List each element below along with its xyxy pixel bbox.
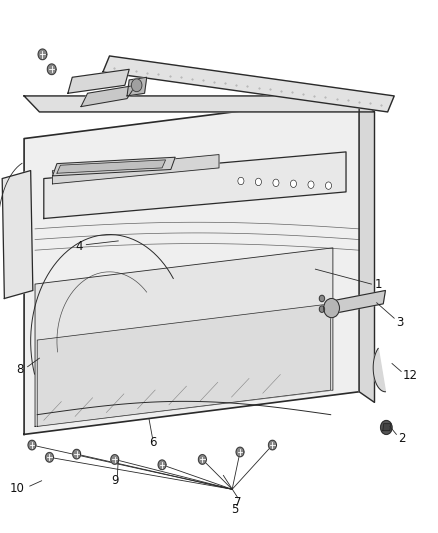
Circle shape bbox=[273, 179, 279, 187]
Polygon shape bbox=[359, 96, 374, 402]
Text: 7: 7 bbox=[234, 496, 242, 508]
Text: 12: 12 bbox=[403, 369, 418, 382]
Circle shape bbox=[381, 421, 392, 434]
Polygon shape bbox=[383, 424, 391, 431]
Text: 8: 8 bbox=[17, 363, 24, 376]
Polygon shape bbox=[103, 56, 394, 112]
Text: 1: 1 bbox=[374, 278, 382, 290]
Polygon shape bbox=[53, 157, 175, 176]
Polygon shape bbox=[38, 49, 47, 60]
Polygon shape bbox=[236, 447, 244, 457]
Text: 4: 4 bbox=[76, 240, 83, 253]
Polygon shape bbox=[44, 152, 346, 219]
Polygon shape bbox=[53, 155, 219, 184]
Polygon shape bbox=[47, 64, 56, 75]
Polygon shape bbox=[2, 171, 33, 298]
Polygon shape bbox=[35, 248, 333, 426]
Text: 2: 2 bbox=[399, 432, 406, 445]
Polygon shape bbox=[57, 160, 166, 173]
Circle shape bbox=[131, 79, 142, 92]
Circle shape bbox=[290, 180, 297, 188]
Circle shape bbox=[324, 298, 339, 318]
Circle shape bbox=[308, 181, 314, 189]
Polygon shape bbox=[111, 455, 119, 464]
Polygon shape bbox=[81, 85, 136, 107]
Polygon shape bbox=[24, 96, 374, 112]
Circle shape bbox=[319, 295, 325, 302]
Text: 3: 3 bbox=[396, 316, 404, 329]
Circle shape bbox=[325, 182, 332, 189]
Polygon shape bbox=[68, 69, 129, 93]
Polygon shape bbox=[46, 453, 53, 462]
Text: 10: 10 bbox=[10, 482, 25, 495]
Text: 5: 5 bbox=[231, 503, 238, 515]
Text: 9: 9 bbox=[111, 474, 119, 487]
Polygon shape bbox=[328, 290, 385, 314]
Circle shape bbox=[238, 177, 244, 185]
Circle shape bbox=[319, 306, 325, 312]
Circle shape bbox=[255, 178, 261, 185]
Polygon shape bbox=[28, 440, 36, 450]
Polygon shape bbox=[37, 304, 331, 426]
Polygon shape bbox=[73, 449, 81, 459]
Polygon shape bbox=[198, 455, 206, 464]
Polygon shape bbox=[373, 349, 385, 392]
Polygon shape bbox=[268, 440, 276, 450]
Polygon shape bbox=[127, 77, 147, 96]
Polygon shape bbox=[158, 460, 166, 470]
Polygon shape bbox=[24, 96, 359, 434]
Text: 6: 6 bbox=[148, 436, 156, 449]
